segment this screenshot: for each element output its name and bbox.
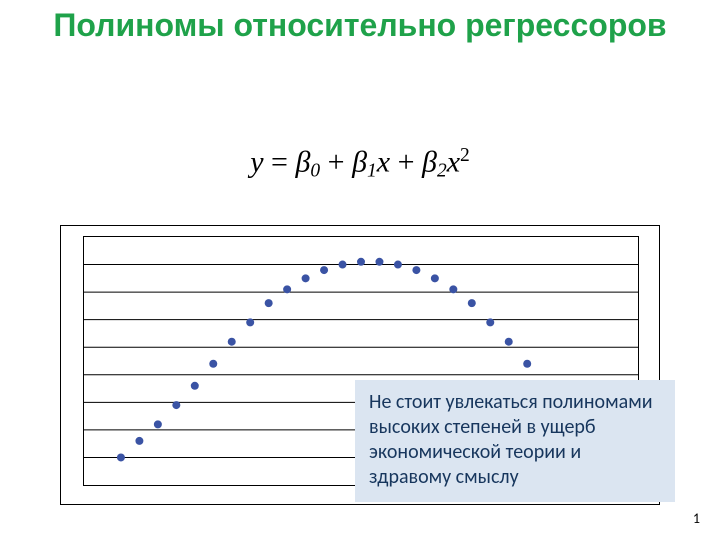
data-point bbox=[172, 401, 180, 409]
data-point bbox=[449, 285, 457, 293]
note-box: Не стоит увлекаться полиномами высоких с… bbox=[355, 380, 675, 502]
data-point bbox=[357, 258, 365, 266]
data-point bbox=[209, 360, 217, 368]
data-point bbox=[412, 266, 420, 274]
data-point bbox=[320, 266, 328, 274]
data-point bbox=[375, 258, 383, 266]
data-point bbox=[135, 437, 143, 445]
data-point bbox=[117, 453, 125, 461]
page-number: 1 bbox=[693, 510, 700, 527]
data-point bbox=[339, 261, 347, 269]
data-point bbox=[283, 285, 291, 293]
data-point bbox=[523, 360, 531, 368]
data-point bbox=[302, 274, 310, 282]
slide: { "title": { "text": "Полиномы относител… bbox=[0, 0, 720, 540]
data-point bbox=[265, 299, 273, 307]
data-point bbox=[486, 318, 494, 326]
data-point bbox=[394, 261, 402, 269]
data-point bbox=[505, 338, 513, 346]
data-point bbox=[431, 274, 439, 282]
equation: y = β0 + β1x + β2x2 bbox=[0, 145, 720, 183]
data-point bbox=[154, 420, 162, 428]
slide-title: Полиномы относительно регрессоров bbox=[0, 8, 720, 43]
data-point bbox=[191, 382, 199, 390]
data-point bbox=[468, 299, 476, 307]
data-point bbox=[228, 338, 236, 346]
data-point bbox=[246, 318, 254, 326]
